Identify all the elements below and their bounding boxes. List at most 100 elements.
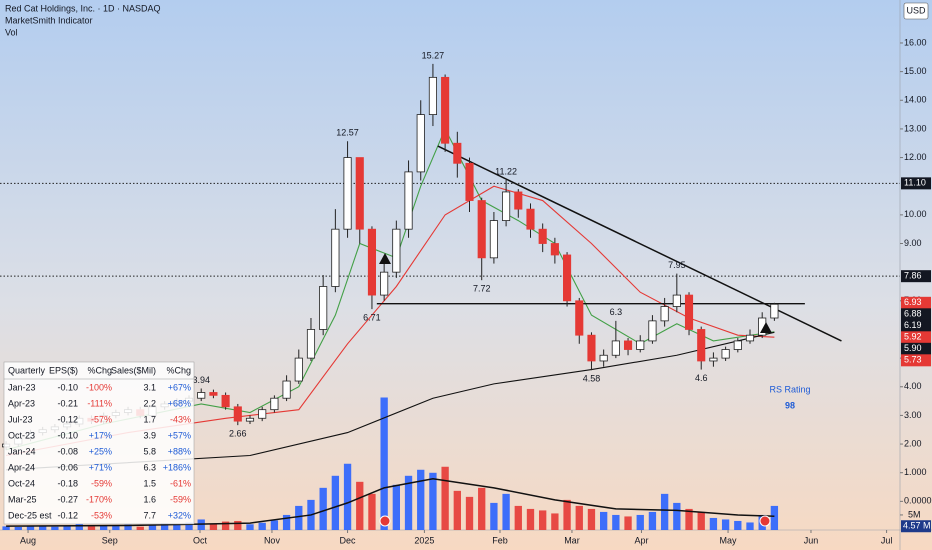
earnings-icon: [379, 515, 391, 527]
moving-average: [5, 127, 775, 451]
volume-bar: [173, 524, 181, 530]
price-label-box: [901, 354, 931, 367]
price-label: 5.90: [904, 343, 922, 353]
volume-bar: [417, 469, 425, 530]
rs-label: RS Rating: [769, 384, 810, 394]
volume-bar: [770, 505, 779, 530]
table-cell: Jul-23: [8, 414, 33, 424]
price-label: 6.93: [904, 297, 922, 307]
volume-ma: [6, 478, 775, 527]
candle-body: [197, 392, 206, 399]
table-cell: Dec-25 est: [8, 510, 52, 520]
table-cell: +32%: [168, 510, 191, 520]
candle-body: [770, 303, 779, 319]
candle-body: [660, 306, 669, 322]
price-annotation: 3.94: [192, 375, 210, 385]
candle-body: [404, 171, 413, 230]
volume-bar: [39, 526, 47, 530]
table-cell: 5.8: [143, 446, 156, 456]
volume-bar: [453, 490, 461, 530]
volume-bar: [331, 475, 340, 530]
volume-bar: [124, 524, 132, 530]
candle-body: [319, 286, 328, 330]
volume-ma-label: 4.57 M: [903, 521, 931, 531]
volume-bar: [612, 514, 620, 530]
table-cell: -59%: [170, 494, 191, 504]
candle-body: [514, 191, 523, 210]
candle-body: [623, 340, 633, 350]
candle-body: [599, 354, 608, 362]
volume-bar: [404, 475, 413, 530]
candle-body: [587, 334, 596, 362]
table-cell: +17%: [89, 430, 112, 440]
table-cell: -170%: [86, 494, 112, 504]
candle-body: [709, 357, 718, 362]
volume-bar: [14, 526, 22, 530]
volume-bar: [136, 526, 144, 530]
table-cell: -0.10: [57, 430, 78, 440]
volume-bar: [63, 525, 71, 530]
level-label-box: [901, 270, 931, 283]
candle-body: [672, 294, 681, 307]
table-cell: 3.1: [143, 382, 156, 392]
table-cell: 2.2: [143, 398, 156, 408]
volume-bar: [575, 505, 583, 530]
chart-title: Red Cat Holdings, Inc. · 1D · NASDAQ: [5, 3, 161, 13]
y-tick-label: 14.00: [904, 95, 927, 105]
candle-body: [697, 329, 706, 362]
candle-body: [636, 340, 645, 350]
y-tick-label: 13.00: [904, 123, 927, 133]
volume-bar: [600, 511, 608, 530]
candle-body: [343, 157, 352, 230]
candle-body: [538, 228, 547, 244]
volume-bar: [441, 466, 449, 530]
table-cell: Mar-25: [8, 494, 37, 504]
volume-bar: [148, 525, 157, 530]
table-cell: 1.7: [143, 414, 156, 424]
table-header: Quarterly: [8, 365, 46, 375]
price-annotation: 12.57: [336, 128, 359, 138]
table-cell: Jan-24: [8, 446, 36, 456]
currency-box: [903, 2, 929, 20]
candle-body: [233, 406, 242, 422]
table-cell: -59%: [91, 478, 112, 488]
table-cell: -100%: [86, 382, 112, 392]
table-cell: +88%: [168, 446, 191, 456]
volume-bar: [660, 493, 669, 530]
volume-bar: [2, 526, 10, 530]
table-cell: -61%: [170, 478, 191, 488]
price-label-box: [901, 331, 931, 344]
x-tick-label: Oct: [193, 535, 208, 545]
volume-bar: [465, 496, 474, 530]
y-tick-label: 4.00: [904, 381, 922, 391]
volume-bar: [319, 487, 327, 530]
candle-body: [209, 392, 218, 396]
volume-label: Vol: [5, 27, 18, 37]
table-cell: Apr-24: [8, 462, 35, 472]
y-tick-label: 15.00: [904, 66, 927, 76]
candle-body: [380, 271, 389, 296]
price-label-box: [901, 308, 931, 321]
price-annotation: 6.3: [610, 307, 623, 317]
price-label-box: [901, 342, 931, 355]
volume-bar: [368, 493, 376, 530]
table-cell: -0.12: [57, 510, 78, 520]
candle-body: [465, 162, 474, 201]
table-cell: -0.21: [57, 398, 78, 408]
candle-body: [563, 254, 572, 302]
volume-bar: [160, 523, 169, 530]
x-tick-label: Apr: [634, 535, 648, 545]
level-label: 7.86: [904, 271, 922, 281]
table-cell: -0.10: [57, 382, 78, 392]
candle-body: [258, 409, 267, 419]
volume-bar: [709, 517, 718, 530]
table-background: [3, 361, 195, 525]
candle-body: [684, 294, 694, 330]
y-tick-label: 2.00: [904, 438, 922, 448]
level-label: 11.10: [904, 178, 926, 188]
volume-bar: [295, 505, 303, 530]
table-cell: 3.9: [143, 430, 156, 440]
volume-bar: [636, 514, 644, 530]
volume-bar: [270, 520, 279, 530]
volume-bar: [258, 522, 266, 530]
